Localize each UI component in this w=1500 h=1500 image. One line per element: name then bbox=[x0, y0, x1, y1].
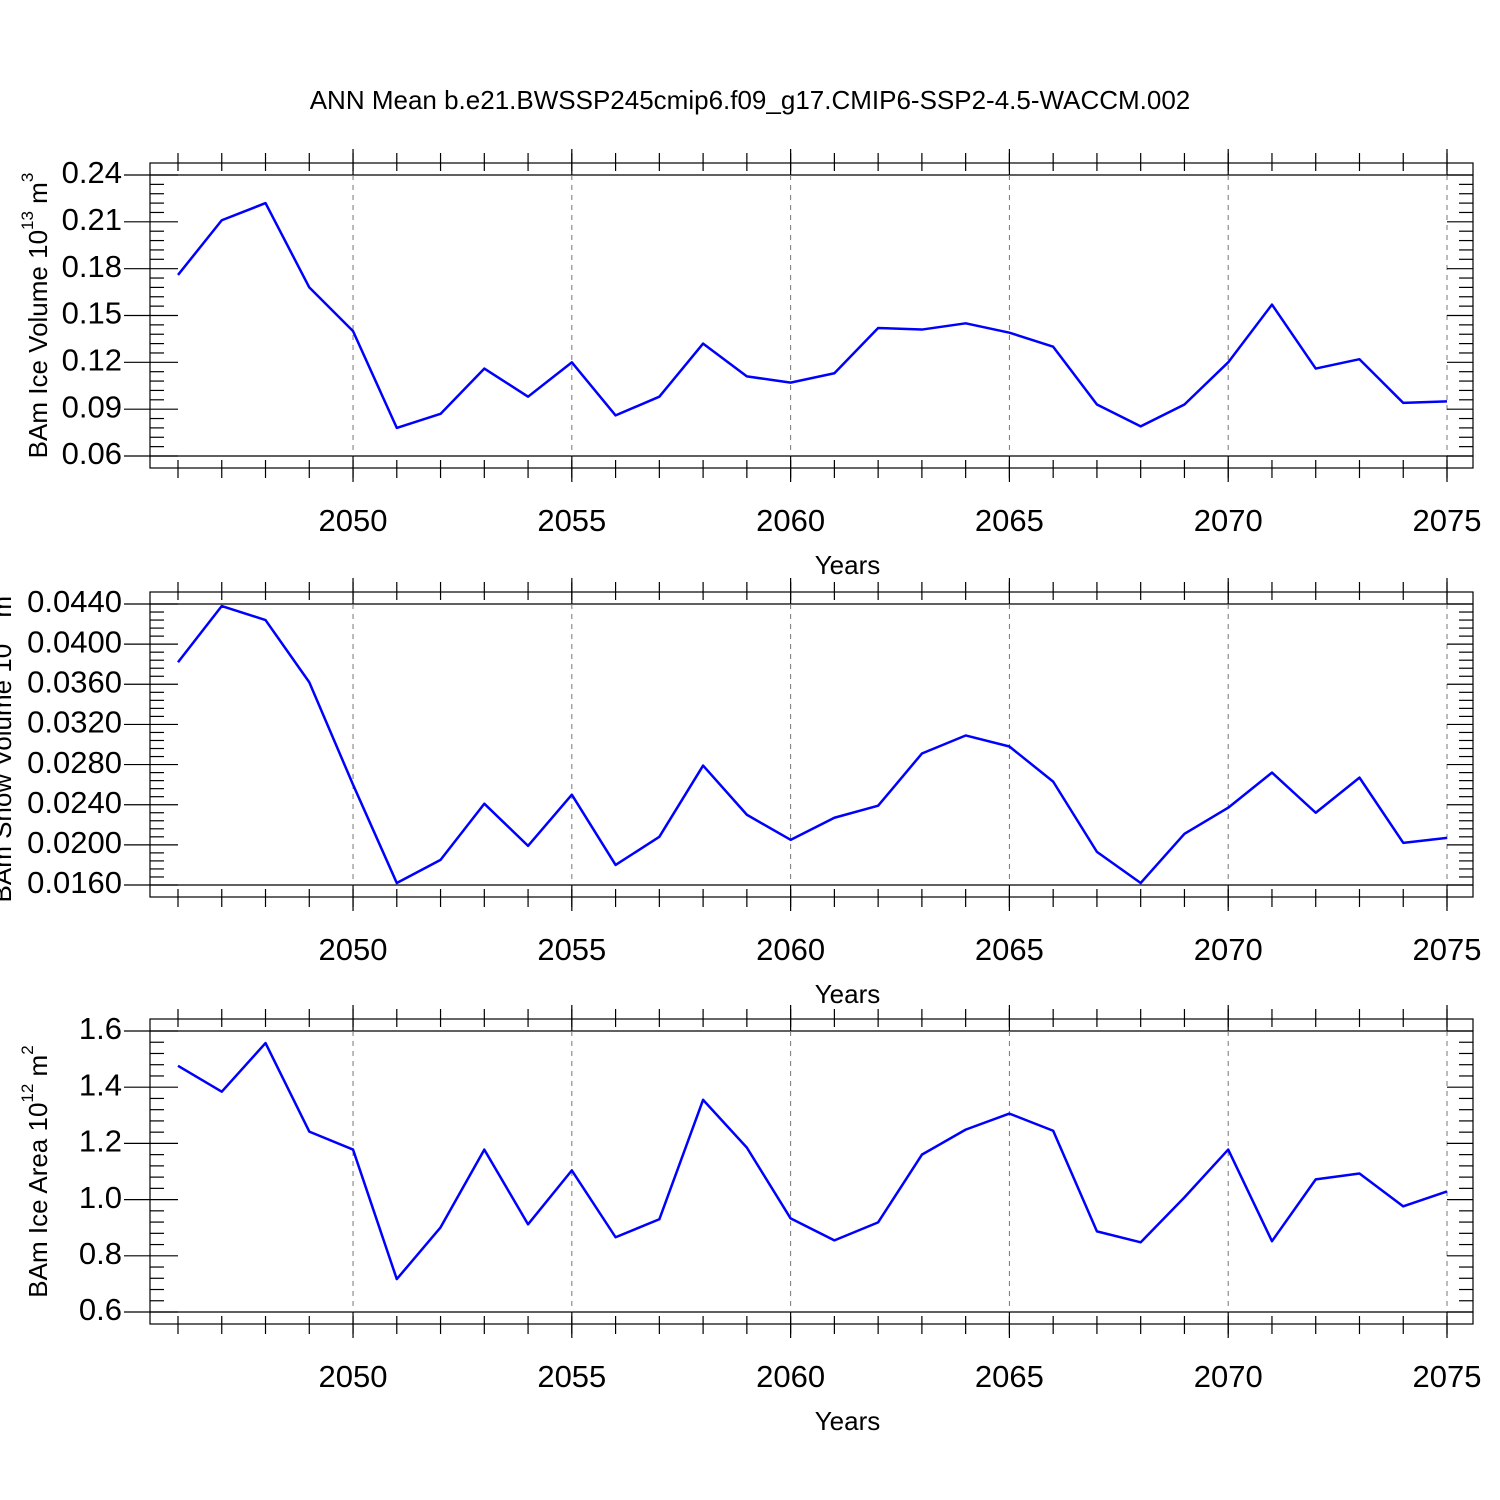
y-axis-label-part: m bbox=[23, 1055, 53, 1084]
y-tick-label: 0.0240 bbox=[27, 785, 122, 820]
y-tick-label: 1.4 bbox=[79, 1067, 122, 1102]
y-tick-label: 0.8 bbox=[79, 1236, 122, 1271]
y-tick-label: 0.09 bbox=[62, 389, 122, 424]
y-axis-label-superscript: 12 bbox=[18, 1084, 37, 1103]
plot-frame bbox=[149, 162, 1474, 469]
y-tick-label: 1.2 bbox=[79, 1124, 122, 1159]
data-line bbox=[177, 201, 1448, 430]
y-axis-label-part: m bbox=[23, 182, 53, 211]
data-line bbox=[177, 604, 1448, 885]
x-tick-label: 2055 bbox=[537, 503, 606, 538]
y-tick-label: 0.0360 bbox=[27, 664, 122, 699]
y-axis-label: BAm Ice Area 1012 m2 bbox=[18, 1045, 52, 1297]
y-axis-label-superscript: 13 bbox=[0, 625, 1, 644]
x-tick-label: 2050 bbox=[319, 1359, 388, 1394]
x-tick-label: 2075 bbox=[1413, 1359, 1482, 1394]
y-axis-label-part: m bbox=[0, 596, 17, 625]
x-tick-label: 2060 bbox=[756, 932, 825, 967]
y-axis-label-part: BAm Snow Volume 10 bbox=[0, 644, 17, 903]
y-tick-label: 0.12 bbox=[62, 343, 122, 378]
y-axis-label: BAm Snow Volume 1013 m3 bbox=[0, 587, 17, 903]
y-tick-label: 0.0320 bbox=[27, 705, 122, 740]
plot-frame bbox=[149, 1018, 1474, 1325]
x-tick-label: 2050 bbox=[319, 932, 388, 967]
x-tick-label: 2075 bbox=[1413, 932, 1482, 967]
x-tick-label: 2065 bbox=[975, 1359, 1044, 1394]
y-axis-label-superscript: 3 bbox=[0, 587, 1, 596]
y-tick-label: 0.0200 bbox=[27, 825, 122, 860]
y-axis-label-superscript: 13 bbox=[18, 211, 37, 230]
x-tick-label: 2070 bbox=[1194, 1359, 1263, 1394]
x-axis-label: Years bbox=[815, 550, 881, 580]
chart-title: ANN Mean b.e21.BWSSP245cmip6.f09_g17.CMI… bbox=[310, 85, 1191, 115]
x-tick-label: 2070 bbox=[1194, 503, 1263, 538]
y-tick-label: 0.0440 bbox=[27, 584, 122, 619]
y-tick-label: 0.24 bbox=[62, 155, 122, 190]
y-tick-label: 0.06 bbox=[62, 436, 122, 471]
x-tick-label: 2075 bbox=[1413, 503, 1482, 538]
x-tick-label: 2065 bbox=[975, 932, 1044, 967]
x-tick-label: 2065 bbox=[975, 503, 1044, 538]
y-tick-label: 0.15 bbox=[62, 296, 122, 331]
y-tick-label: 0.0400 bbox=[27, 624, 122, 659]
x-tick-label: 2055 bbox=[537, 1359, 606, 1394]
x-axis-label: Years bbox=[815, 979, 881, 1009]
y-axis-label-superscript: 2 bbox=[18, 1045, 37, 1054]
x-tick-label: 2070 bbox=[1194, 932, 1263, 967]
y-tick-label: 0.18 bbox=[62, 249, 122, 284]
data-line bbox=[177, 1041, 1448, 1281]
x-tick-label: 2060 bbox=[756, 1359, 825, 1394]
y-tick-label: 0.0160 bbox=[27, 865, 122, 900]
y-axis-label-superscript: 3 bbox=[18, 173, 37, 182]
y-axis-label-part: BAm Ice Area 10 bbox=[23, 1103, 53, 1298]
y-axis-label-part: BAm Ice Volume 10 bbox=[23, 230, 53, 458]
y-tick-label: 1.0 bbox=[79, 1180, 122, 1215]
y-tick-label: 1.6 bbox=[79, 1011, 122, 1046]
x-tick-label: 2060 bbox=[756, 503, 825, 538]
y-tick-label: 0.6 bbox=[79, 1292, 122, 1327]
plot-frame bbox=[149, 591, 1474, 898]
x-axis-label: Years bbox=[815, 1406, 881, 1436]
y-axis-label: BAm Ice Volume 1013 m3 bbox=[18, 173, 52, 459]
x-tick-label: 2050 bbox=[319, 503, 388, 538]
x-tick-label: 2055 bbox=[537, 932, 606, 967]
y-tick-label: 0.0280 bbox=[27, 745, 122, 780]
y-tick-label: 0.21 bbox=[62, 202, 122, 237]
